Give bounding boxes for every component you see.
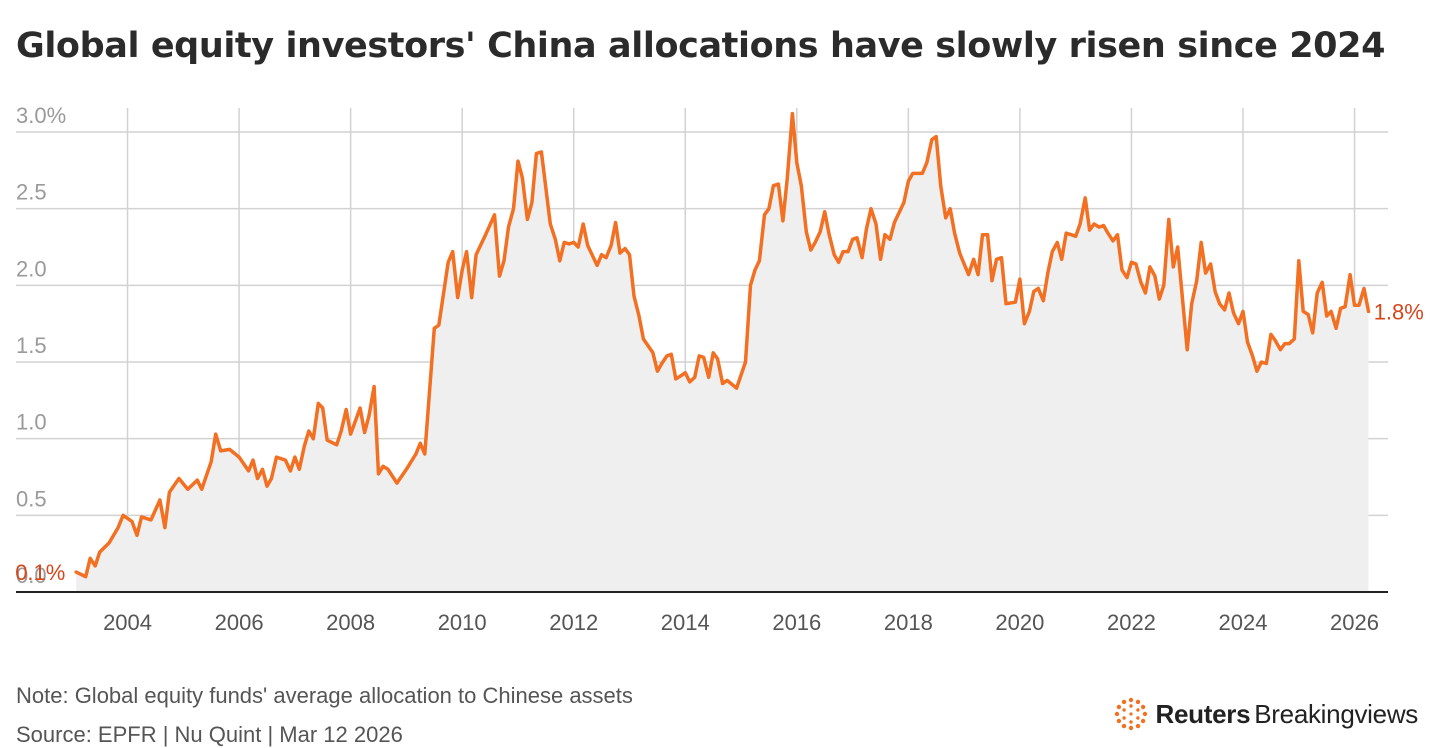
chart-title: Global equity investors' China allocatio… xyxy=(16,26,1386,66)
brand-name-bold: Reuters xyxy=(1155,698,1251,729)
brand-name-regular: Breakingviews xyxy=(1254,698,1418,729)
x-tick-label: 2008 xyxy=(326,610,375,635)
series-area xyxy=(76,113,1369,592)
x-tick-label: 2024 xyxy=(1219,610,1268,635)
annotations: 0.1% 1.8% xyxy=(15,299,1424,585)
x-tick-label: 2016 xyxy=(772,610,821,635)
y-tick-label: 1.0 xyxy=(16,410,47,435)
y-tick-label: 2.5 xyxy=(16,180,47,205)
y-tick-label: 0.5 xyxy=(16,486,47,511)
value-callout: 0.1% xyxy=(15,560,65,585)
area-fill xyxy=(76,113,1369,592)
y-tick-label: 3.0% xyxy=(16,103,66,128)
x-tick-label: 2004 xyxy=(103,610,152,635)
x-tick-label: 2010 xyxy=(438,610,487,635)
y-tick-label: 2.0 xyxy=(16,256,47,281)
series-line-path xyxy=(74,111,1371,579)
y-tick-label: 0.0 xyxy=(16,563,47,588)
value-callout: 1.8% xyxy=(1374,299,1424,324)
chart-svg: 0.0 0.5 1.0 1.5 2.0 2.5 3.0% 2004 2006 2008 2010 20… xyxy=(15,103,1424,635)
x-tick-label: 2020 xyxy=(995,610,1044,635)
x-tick-label: 2022 xyxy=(1107,610,1156,635)
reuters-dot-ring-icon xyxy=(1114,697,1147,731)
y-tick-label: 1.5 xyxy=(16,333,47,358)
chart-source: Source: EPFR | Nu Quint | Mar 12 2026 xyxy=(16,722,403,747)
tick-labels: 0.0 0.5 1.0 1.5 2.0 2.5 3.0% 2004 2006 2008 2010 20… xyxy=(16,103,1379,635)
series-line xyxy=(74,111,1371,579)
x-tick-label: 2012 xyxy=(549,610,598,635)
chart-note: Note: Global equity funds' average alloc… xyxy=(16,683,633,708)
x-tick-label: 2006 xyxy=(215,610,264,635)
x-tick-label: 2018 xyxy=(884,610,933,635)
x-tick-label: 2026 xyxy=(1330,610,1379,635)
brand-logo: Reuters Breakingviews xyxy=(1114,697,1418,731)
x-tick-label: 2014 xyxy=(661,610,710,635)
